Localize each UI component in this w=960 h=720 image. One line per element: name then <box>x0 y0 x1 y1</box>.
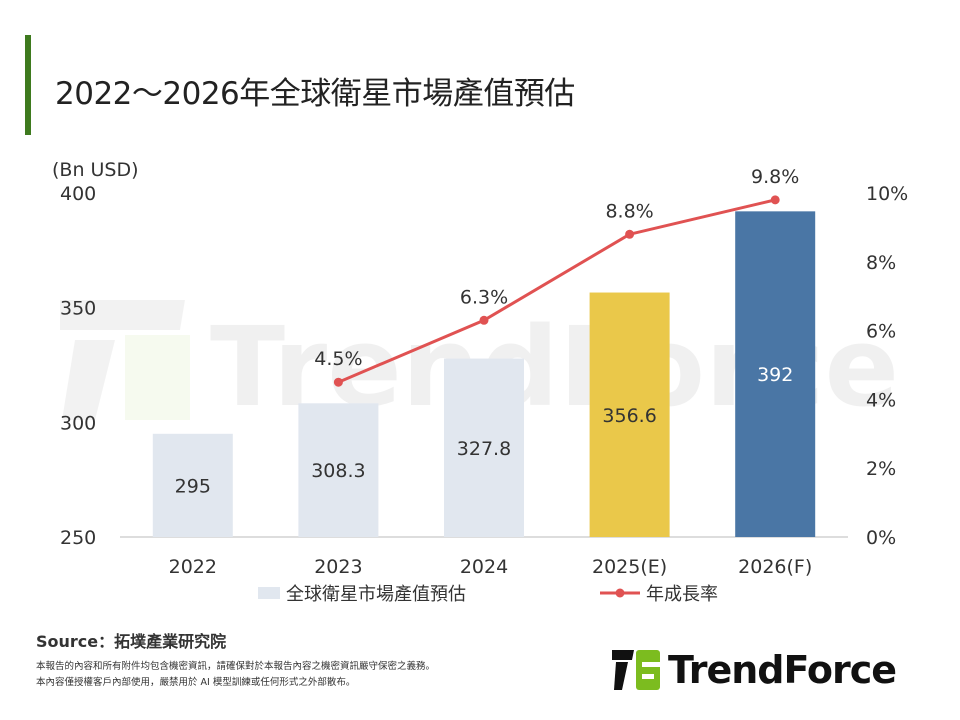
x-tick-label: 2023 <box>314 556 362 578</box>
growth-label: 6.3% <box>460 286 508 308</box>
y2-tick-label: 0% <box>866 527 896 549</box>
bar-value-label: 356.6 <box>602 405 656 427</box>
x-tick-label: 2022 <box>169 556 217 578</box>
bar-value-label: 308.3 <box>311 460 365 482</box>
trendforce-logo-icon <box>612 650 660 690</box>
bar <box>298 403 379 537</box>
x-tick-label: 2024 <box>460 556 508 578</box>
y-tick-label: 300 <box>60 412 96 434</box>
legend-label-line: 年成長率 <box>646 584 718 605</box>
chart-title: 2022～2026年全球衛星市場產值預估 <box>55 76 575 112</box>
legend-label-bar: 全球衛星市場產值預估 <box>286 584 466 605</box>
growth-line <box>337 198 776 384</box>
growth-label: 9.8% <box>751 166 799 188</box>
watermark-logo-shape <box>125 335 190 420</box>
source-text: Source：拓墣產業研究院 <box>36 632 227 651</box>
bar <box>589 292 670 537</box>
y2-tick-label: 10% <box>866 183 908 205</box>
trendforce-logo: TrendForce <box>612 648 897 692</box>
growth-point <box>770 195 780 205</box>
title-accent-bar <box>25 35 31 135</box>
bar-value-label: 392 <box>757 364 793 386</box>
bar <box>444 358 524 537</box>
growth-label: 4.5% <box>314 348 362 370</box>
legend-swatch-point <box>615 588 625 598</box>
y2-tick-label: 8% <box>866 252 896 274</box>
y-tick-label: 350 <box>60 298 96 320</box>
bar <box>152 433 233 537</box>
watermark-logo-shape <box>60 300 185 330</box>
bar-value-label: 327.8 <box>457 438 511 460</box>
disclaimer-line-2: 本內容僅授權客戶內部使用，嚴禁用於 AI 模型訓練或任何形式之外部散布。 <box>36 677 356 688</box>
logo-text: TrendForce <box>668 648 897 692</box>
x-tick-label: 2025(E) <box>592 556 667 578</box>
growth-point <box>625 229 635 239</box>
bar <box>735 211 816 537</box>
y-tick-label: 400 <box>60 183 96 205</box>
y2-tick-label: 4% <box>866 389 896 411</box>
bar-value-label: 295 <box>175 475 211 497</box>
growth-point <box>479 315 489 325</box>
y-axis-label: (Bn USD) <box>52 159 139 181</box>
y2-tick-label: 6% <box>866 321 896 343</box>
legend-swatch-bar <box>258 587 280 599</box>
y2-tick-label: 2% <box>866 458 896 480</box>
growth-point <box>333 377 343 387</box>
x-tick-label: 2026(F) <box>738 556 812 578</box>
growth-label: 8.8% <box>605 200 653 222</box>
disclaimer-line-1: 本報告的內容和所有附件均包含機密資訊，請確保對於本報告內容之機密資訊嚴守保密之義… <box>36 661 436 672</box>
y-tick-label: 250 <box>60 527 96 549</box>
watermark-logo-shape <box>62 340 115 420</box>
